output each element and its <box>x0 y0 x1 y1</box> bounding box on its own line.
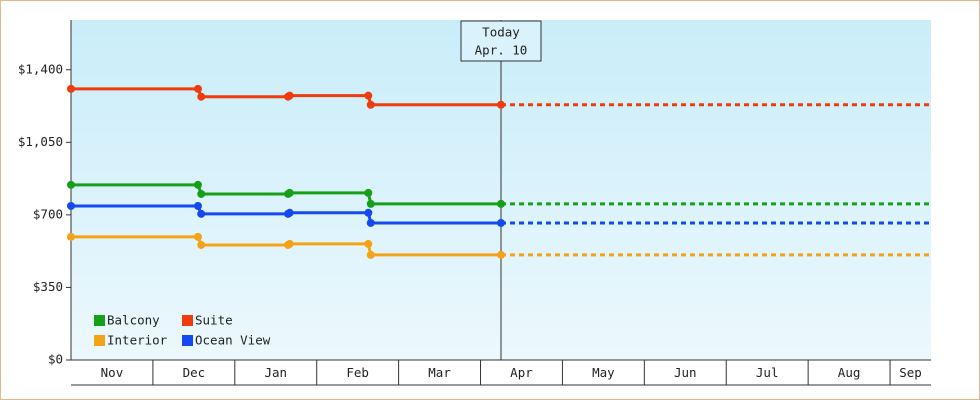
legend-label: Balcony <box>107 313 160 328</box>
price-point <box>364 239 373 248</box>
x-tick-label: Feb <box>346 365 369 380</box>
price-point <box>193 84 202 93</box>
x-tick-label: May <box>592 365 615 380</box>
legend-swatch <box>94 335 105 346</box>
price-point <box>497 218 505 227</box>
x-tick-label: Apr <box>510 365 533 380</box>
price-point <box>193 180 202 189</box>
price-point <box>67 84 75 93</box>
price-point <box>285 239 294 248</box>
price-point <box>366 218 375 227</box>
price-point <box>197 240 206 249</box>
today-label: Today <box>482 25 520 40</box>
x-tick-label: Sep <box>899 365 922 380</box>
price-point <box>285 208 294 217</box>
price-point <box>67 201 75 210</box>
y-tick-label: $1,400 <box>18 61 63 76</box>
x-tick-label: Mar <box>428 365 451 380</box>
legend-swatch <box>182 315 193 326</box>
y-tick-label: $0 <box>48 352 63 367</box>
price-point <box>67 232 75 241</box>
price-point <box>197 189 206 198</box>
price-point <box>285 188 294 197</box>
price-point <box>67 180 75 189</box>
price-point <box>193 232 202 241</box>
today-date: Apr. 10 <box>475 43 528 58</box>
x-tick-label: Jul <box>756 365 779 380</box>
price-point <box>364 188 373 197</box>
y-tick-label: $350 <box>33 279 63 294</box>
price-point <box>197 92 206 101</box>
price-point <box>364 91 373 100</box>
legend-label: Suite <box>195 313 233 328</box>
x-tick-label: Aug <box>838 365 861 380</box>
price-point <box>366 250 375 259</box>
y-tick-label: $700 <box>33 206 63 221</box>
price-point <box>364 208 373 217</box>
price-point <box>197 209 206 218</box>
price-point <box>193 201 202 210</box>
price-point <box>366 199 375 208</box>
x-tick-label: Dec <box>183 365 206 380</box>
y-tick-label: $1,050 <box>18 134 63 149</box>
today-box <box>460 20 542 62</box>
legend-swatch <box>94 315 105 326</box>
legend-label: Interior <box>107 333 168 348</box>
price-point <box>497 199 505 208</box>
price-point <box>497 250 505 259</box>
legend-swatch <box>182 335 193 346</box>
x-tick-label: Jan <box>264 365 287 380</box>
price-point <box>497 100 505 109</box>
legend-label: Ocean View <box>195 333 271 348</box>
price-point <box>285 91 294 100</box>
x-tick-label: Nov <box>101 365 124 380</box>
x-tick-label: Jun <box>674 365 697 380</box>
price-point <box>366 100 375 109</box>
